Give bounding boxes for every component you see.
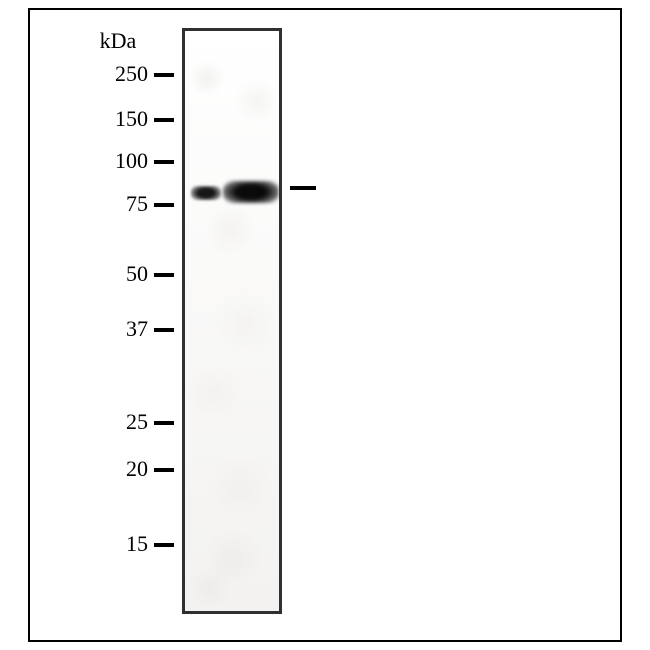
- mw-tick-label-100: 100: [88, 148, 148, 174]
- axis-unit-label: kDa: [88, 28, 148, 54]
- mw-tick-mark-100: [154, 160, 174, 164]
- mw-tick-mark-250: [154, 73, 174, 77]
- blot-lane-background: [185, 31, 279, 611]
- mw-tick-label-25: 25: [88, 409, 148, 435]
- western-blot-figure: kDa 250 150 100 75 50 37 25 20 15: [0, 0, 650, 650]
- mw-tick-mark-50: [154, 273, 174, 277]
- mw-tick-label-15: 15: [88, 531, 148, 557]
- mw-tick-mark-25: [154, 421, 174, 425]
- mw-tick-mark-150: [154, 118, 174, 122]
- mw-tick-label-37: 37: [88, 316, 148, 342]
- mw-tick-label-20: 20: [88, 456, 148, 482]
- mw-tick-label-250: 250: [88, 61, 148, 87]
- target-band-marker: [290, 186, 316, 190]
- mw-tick-label-75: 75: [88, 191, 148, 217]
- mw-tick-label-150: 150: [88, 106, 148, 132]
- mw-tick-mark-75: [154, 203, 174, 207]
- mw-tick-mark-20: [154, 468, 174, 472]
- mw-tick-mark-37: [154, 328, 174, 332]
- mw-tick-mark-15: [154, 543, 174, 547]
- blot-lane: [182, 28, 282, 614]
- mw-tick-label-50: 50: [88, 261, 148, 287]
